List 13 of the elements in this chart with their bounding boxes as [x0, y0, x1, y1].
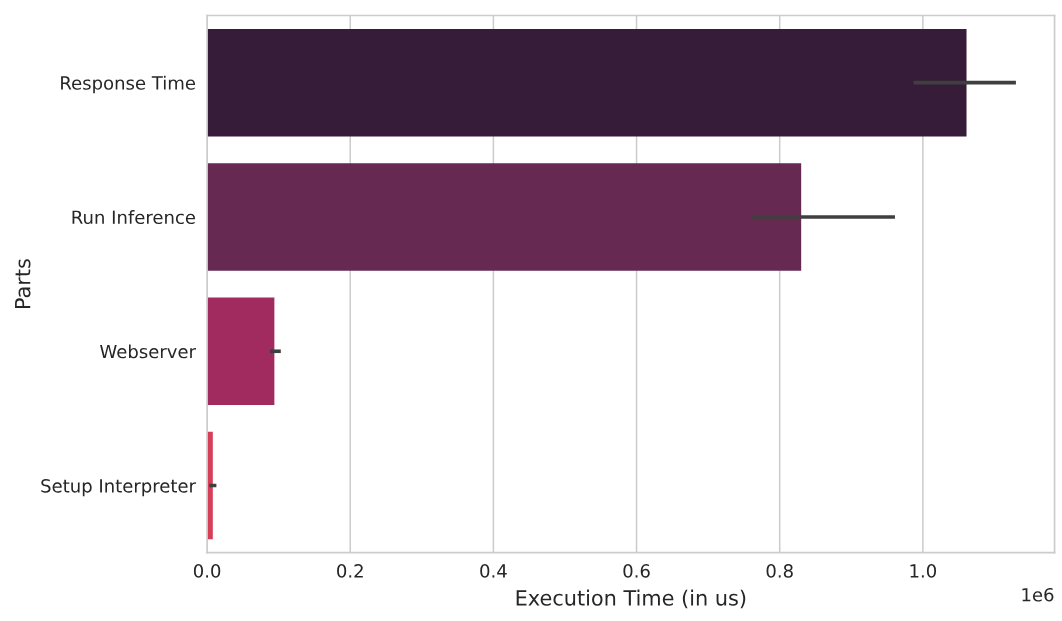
x-tick-label: 0.8	[766, 564, 793, 578]
y-axis-title: Parts	[15, 259, 31, 309]
y-tick-label: Webserver	[100, 344, 196, 359]
x-tick-label: 0.4	[480, 564, 507, 578]
y-tick-label: Run Inference	[72, 210, 196, 225]
y-tick-label: Setup Interpreter	[41, 479, 196, 497]
x-tick-label: 1.0	[910, 564, 937, 578]
x-tick-label: 0.6	[623, 564, 650, 578]
x-axis-title: Execution Time (in us)	[516, 589, 746, 609]
y-tick-label: Response Time	[61, 75, 196, 94]
x-tick-label: 0.0	[193, 564, 221, 578]
text: 1e6	[1022, 587, 1054, 602]
x-tick-label: 0.2	[337, 564, 363, 578]
